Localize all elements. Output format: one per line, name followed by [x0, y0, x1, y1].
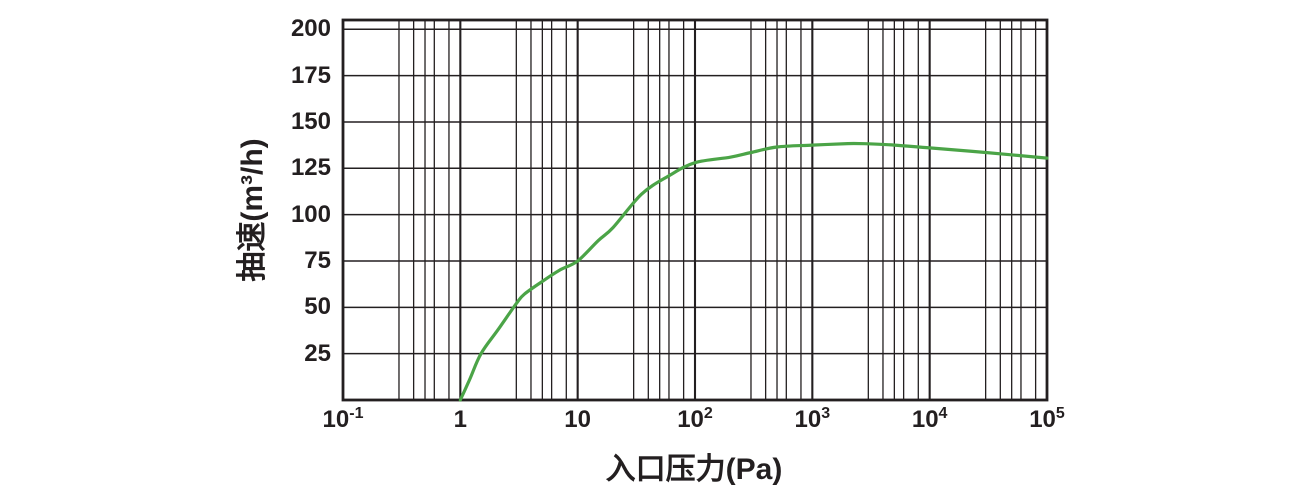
y-tick-label: 75 [304, 246, 331, 274]
y-tick-label: 50 [304, 293, 331, 321]
x-tick-label: 103 [794, 405, 831, 434]
x-tick-label: 105 [1029, 405, 1065, 434]
x-tick-label: 10 [564, 406, 591, 433]
y-tick-label: 125 [290, 154, 331, 182]
x-axis-title: 入口压力(Pa) [605, 453, 783, 486]
y-tick-label: 25 [304, 339, 331, 367]
y-tick-label: 200 [290, 15, 331, 43]
y-tick-label: 150 [290, 107, 331, 135]
pumping-speed-curve [458, 141, 1049, 402]
plot-border [341, 18, 1049, 402]
x-tick-label: 1 [453, 406, 467, 433]
x-tick-label: 104 [911, 405, 948, 434]
x-tick-label: 10-1 [322, 405, 364, 434]
y-axis-title: 抽速(m³/h) [236, 138, 269, 282]
y-tick-label: 175 [290, 61, 331, 89]
y-tick-label: 100 [290, 200, 331, 228]
x-tick-label: 102 [677, 405, 713, 434]
